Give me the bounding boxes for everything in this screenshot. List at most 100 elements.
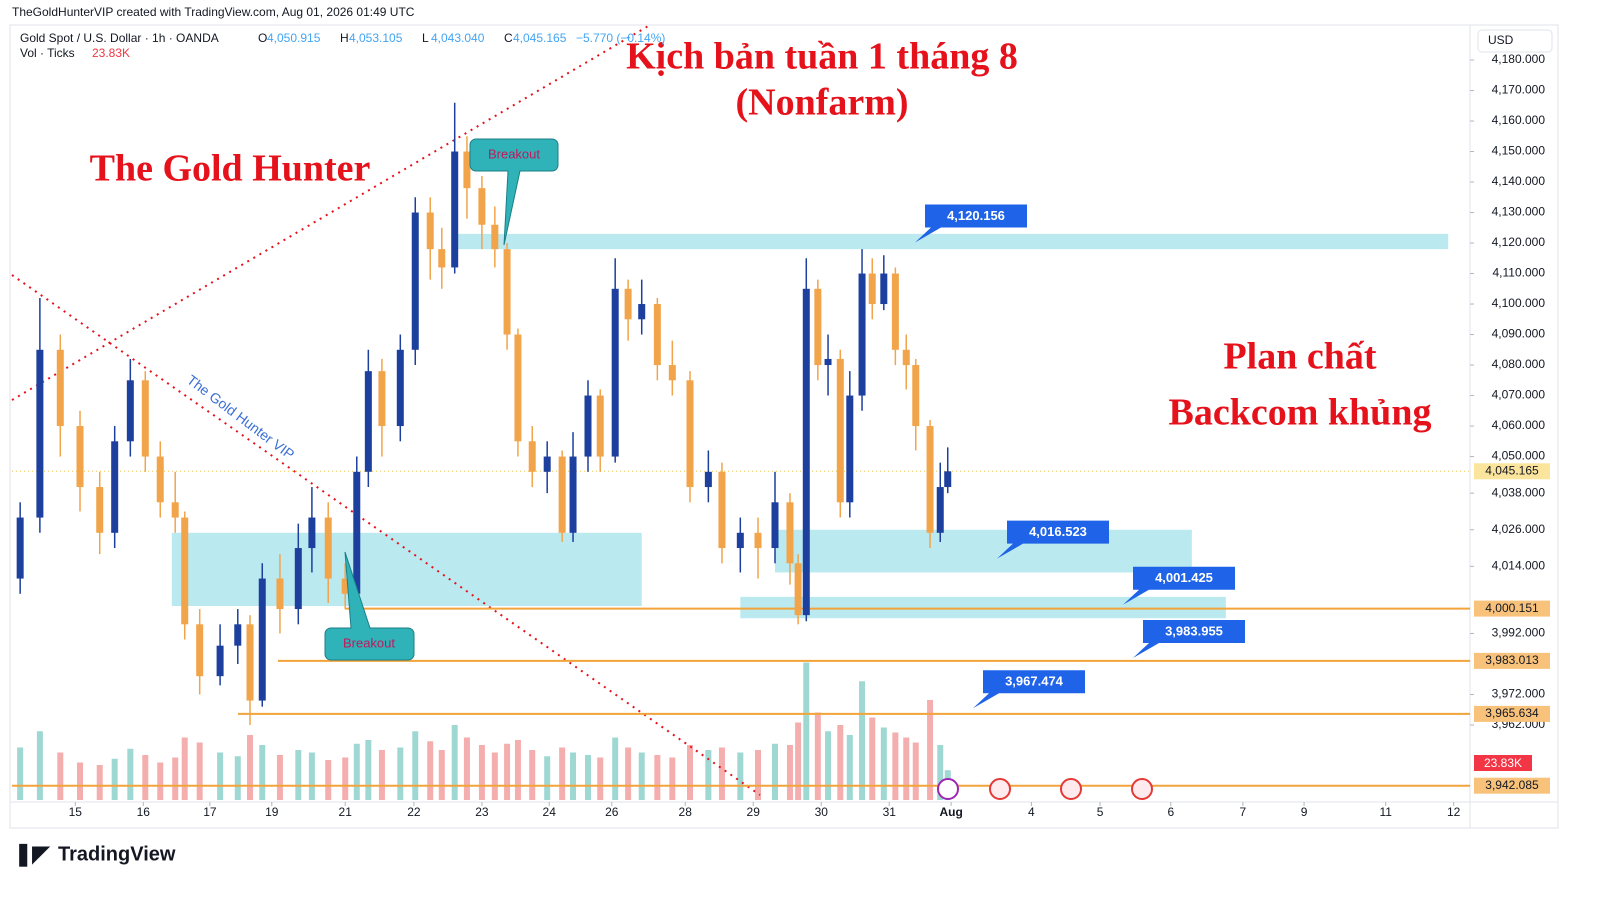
volume-bar	[803, 662, 810, 800]
ohlc-key: H	[340, 31, 349, 45]
volume-bar	[737, 752, 744, 800]
breakout-label: Breakout	[488, 146, 540, 161]
volume-bar	[491, 752, 498, 800]
x-tick-label: 26	[605, 805, 619, 819]
volume-bar	[869, 717, 876, 800]
candle-body	[754, 532, 762, 549]
annotation-plan: Backcom khủng	[1169, 392, 1432, 434]
x-tick-label: 15	[69, 805, 83, 819]
candle-body	[276, 578, 284, 610]
candle-body	[234, 624, 242, 646]
volume-bar	[463, 737, 470, 800]
volume-bar	[17, 747, 24, 800]
volume-bar	[478, 745, 485, 800]
volume-bar	[438, 750, 445, 800]
candle-body	[141, 380, 149, 457]
candle-body	[902, 349, 910, 366]
price-tag-label: 3,942.085	[1485, 778, 1539, 792]
brand: TradingView	[58, 843, 176, 865]
volume-bar	[353, 743, 360, 800]
event-icon	[1131, 778, 1153, 800]
volume-bar	[625, 747, 632, 800]
y-tick-label: 4,160.000	[1492, 113, 1546, 127]
y-tick-label: 4,120.000	[1492, 235, 1546, 249]
volume-tag	[1474, 755, 1532, 771]
volume-bar	[427, 741, 434, 800]
candle-body	[16, 517, 24, 579]
candle-body	[926, 426, 934, 533]
volume-bar	[912, 742, 919, 800]
candle-body	[880, 273, 888, 305]
x-tick-label: 31	[883, 805, 897, 819]
x-tick-label: 28	[679, 805, 693, 819]
volume-bar	[96, 765, 103, 800]
price-tag	[1474, 463, 1550, 480]
ohlc: O 4,050.915 H 4,053.105 L 4,043.040 C 4,045.165…	[258, 31, 665, 45]
ohlc-change: −5.770 (−0.14%)	[576, 31, 665, 45]
volume-bar	[570, 752, 577, 800]
price-callout	[915, 204, 1027, 243]
trend-line	[11, 24, 651, 401]
trend-line	[11, 274, 761, 796]
y-tick-label: 4,070.000	[1492, 388, 1546, 402]
volume-bar	[772, 743, 779, 800]
volume-bar	[654, 755, 661, 800]
y-tick-label: 3,992.000	[1492, 626, 1546, 640]
credit: TheGoldHunterVIP created with TradingVie…	[12, 5, 415, 19]
price-callout-label: 4,016.523	[1029, 524, 1087, 539]
candle-body	[36, 349, 44, 518]
breakout-label: Breakout	[343, 635, 395, 650]
breakout-callout	[324, 551, 415, 661]
price-tag-label: 3,983.013	[1485, 653, 1539, 667]
price-callout-label: 3,983.955	[1165, 623, 1223, 638]
x-tick-label: 5	[1097, 805, 1104, 819]
ohlc-value: 4,053.105	[349, 31, 403, 45]
volume-bar	[247, 735, 254, 800]
candle-body	[503, 249, 511, 335]
candle-body	[478, 188, 486, 225]
ohlc-key: L	[422, 31, 429, 45]
ohlc-value: 4,045.165	[513, 31, 567, 45]
candle-body	[378, 371, 386, 427]
y-tick-label: 4,150.000	[1492, 144, 1546, 158]
candle-body	[936, 487, 944, 533]
volume-bar	[308, 752, 315, 800]
candle-body	[76, 426, 84, 488]
x-tick-label: 23	[475, 805, 489, 819]
currency: USD	[1488, 33, 1514, 47]
volume-last: 23.83K	[92, 46, 130, 60]
volume-bar	[397, 747, 404, 800]
zones	[171, 233, 1449, 619]
candle-body	[353, 471, 361, 594]
candle-body	[308, 517, 316, 549]
volume-bar	[172, 757, 179, 800]
volume-bar	[584, 755, 591, 800]
candle-body	[438, 249, 446, 268]
x-tick-label: 30	[815, 805, 829, 819]
candle-body	[411, 212, 419, 350]
volume-bar	[814, 712, 821, 800]
x-tick-label: 19	[265, 805, 279, 819]
volume-bar	[276, 755, 283, 800]
price-callout	[1133, 619, 1245, 658]
candle-body	[56, 349, 64, 427]
price-tag	[1474, 600, 1550, 617]
candle-body	[451, 151, 459, 268]
volume-bar	[846, 735, 853, 800]
price-tag	[1474, 705, 1550, 722]
x-tick-label: 16	[137, 805, 151, 819]
candle-body	[543, 456, 551, 472]
x-tick-label: 21	[339, 805, 353, 819]
candle-body	[171, 502, 179, 518]
volume-bar	[597, 757, 604, 800]
brand-logo: ❚◤	[14, 841, 50, 867]
x-tick-label: 29	[747, 805, 761, 819]
zone	[775, 529, 1192, 573]
candles	[16, 102, 952, 725]
ohlc-key: C	[504, 31, 513, 45]
volume-bar	[859, 681, 866, 800]
candle-body	[786, 502, 794, 564]
event-icon	[989, 778, 1011, 800]
event-icon	[1060, 778, 1082, 800]
